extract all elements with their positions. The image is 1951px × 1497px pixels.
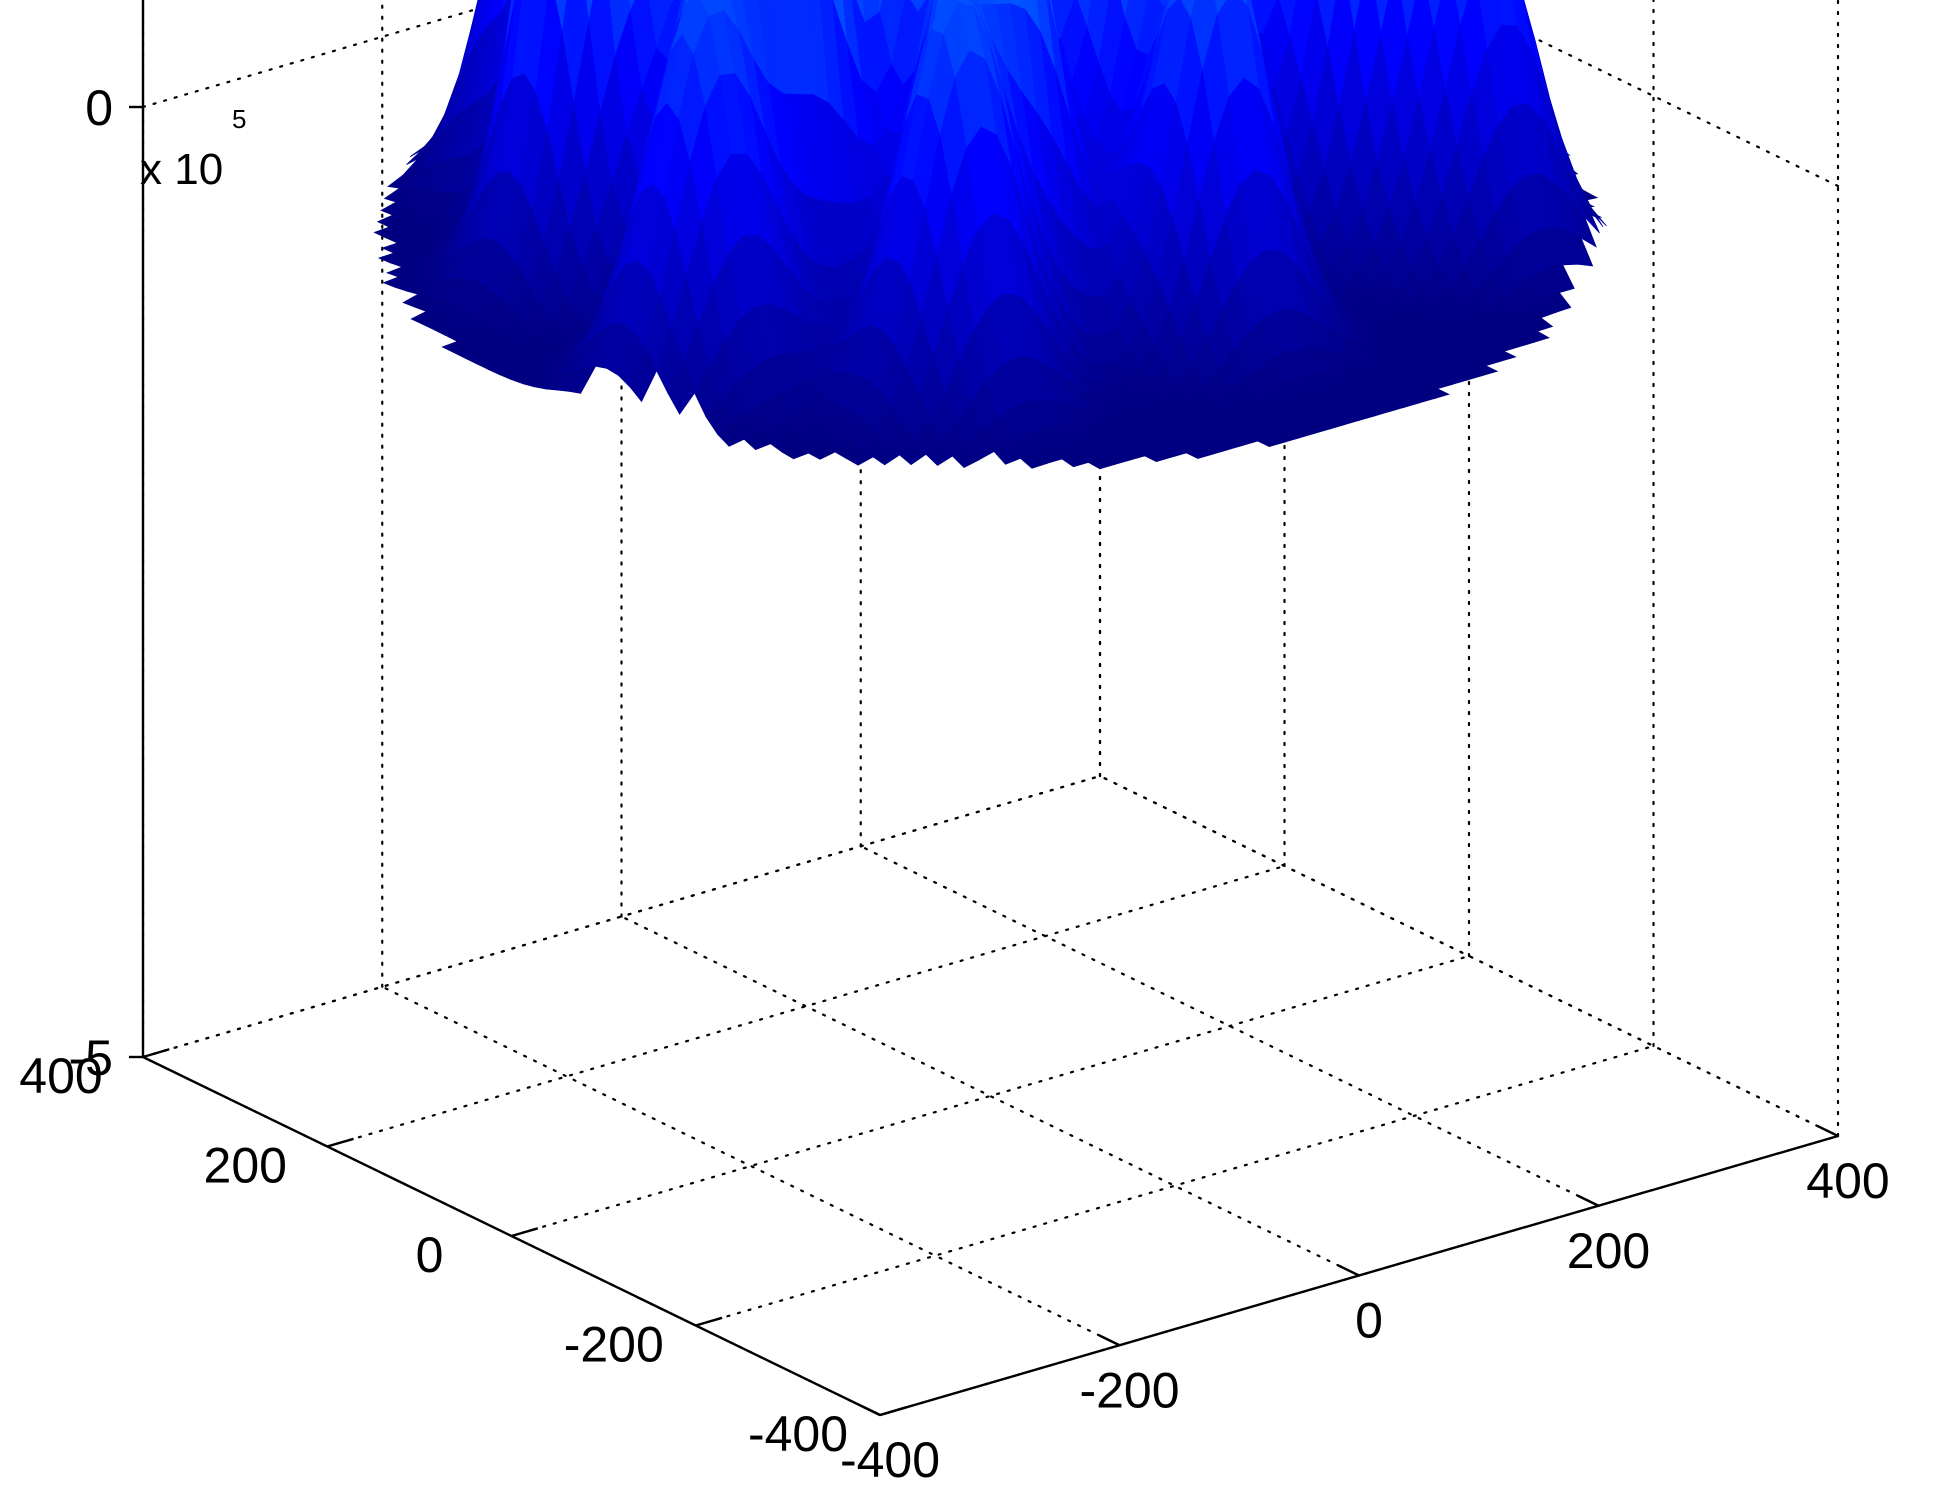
surface-patch: [781, 445, 810, 460]
surface-patch: [1119, 0, 1129, 19]
grid-line-floor-x: [859, 845, 1600, 1207]
surface-patch: [1185, 448, 1214, 459]
x-tick-label: -200: [1079, 1362, 1179, 1418]
y-tick: [142, 1048, 170, 1059]
surface-patch: [1375, 0, 1389, 35]
surface-patch: [1214, 0, 1227, 16]
surface-patch: [1143, 451, 1173, 463]
x-tick-label: 0: [1355, 1293, 1383, 1349]
x-tick-label: -400: [840, 1432, 940, 1488]
y-tick-label: -400: [748, 1406, 848, 1462]
y-tick-label: -200: [564, 1317, 664, 1373]
surface: [373, 0, 1607, 470]
surface-patch: [807, 445, 836, 460]
surface-patch: [1455, 0, 1469, 27]
x-tick-label: 400: [1806, 1153, 1889, 1209]
grid-line-floor-y: [510, 954, 1471, 1238]
y-tick: [326, 1137, 354, 1148]
surface-patch: [743, 431, 772, 451]
grid-line-floor-y: [141, 774, 1102, 1059]
surface-patch: [1158, 0, 1168, 9]
surface-patch: [568, 365, 597, 394]
y-tick-label: 200: [204, 1138, 287, 1194]
surface-patch: [925, 439, 954, 466]
grid-line-floor-y: [694, 1044, 1655, 1327]
axes: [129, 0, 1839, 1417]
z-multiplier-exponent: 5: [232, 104, 246, 134]
grid-line-backwall-z: [141, 0, 512, 109]
surface-patch: [993, 442, 1022, 465]
surface-patch: [554, 0, 568, 34]
surface-patch: [1427, 0, 1441, 30]
grid-line-floor-y: [326, 864, 1286, 1148]
surface-patch: [877, 0, 884, 13]
surface-patch: [1256, 436, 1286, 448]
surface-patch: [951, 444, 980, 468]
surface-patch: [585, 0, 594, 23]
y-tick-label: 0: [416, 1227, 444, 1283]
surface-patch: [845, 448, 874, 466]
x-tick: [1577, 1194, 1600, 1207]
surface-patch: [1087, 457, 1116, 470]
surface-patch: [667, 361, 696, 415]
grid-line-floor-x: [620, 915, 1361, 1277]
surface-patch: [1060, 454, 1090, 468]
x-tick: [859, 1404, 881, 1417]
surface-patch: [1019, 452, 1048, 469]
surface-patch: [716, 423, 745, 447]
surface-patch: [898, 439, 927, 466]
grid-line-floor-x: [381, 985, 1121, 1347]
grid-line-floor-x: [1098, 774, 1840, 1138]
surface-patch: [872, 443, 901, 466]
surface-patch: [1348, 0, 1361, 32]
z-tick-label: -5: [69, 1030, 113, 1086]
x-tick-label: 200: [1567, 1223, 1650, 1279]
z-tick-label: 0: [85, 80, 113, 136]
x-tick: [1817, 1125, 1839, 1138]
y-tick-label: 400: [19, 1048, 102, 1104]
x-tick: [1098, 1334, 1121, 1347]
y-tick: [879, 1406, 907, 1417]
x-tick: [1338, 1264, 1360, 1277]
z-multiplier-label: x 10: [140, 145, 223, 194]
y-tick: [511, 1227, 539, 1238]
y-tick: [695, 1316, 723, 1327]
surface-patch: [629, 347, 658, 403]
surface-patch: [1400, 0, 1416, 38]
